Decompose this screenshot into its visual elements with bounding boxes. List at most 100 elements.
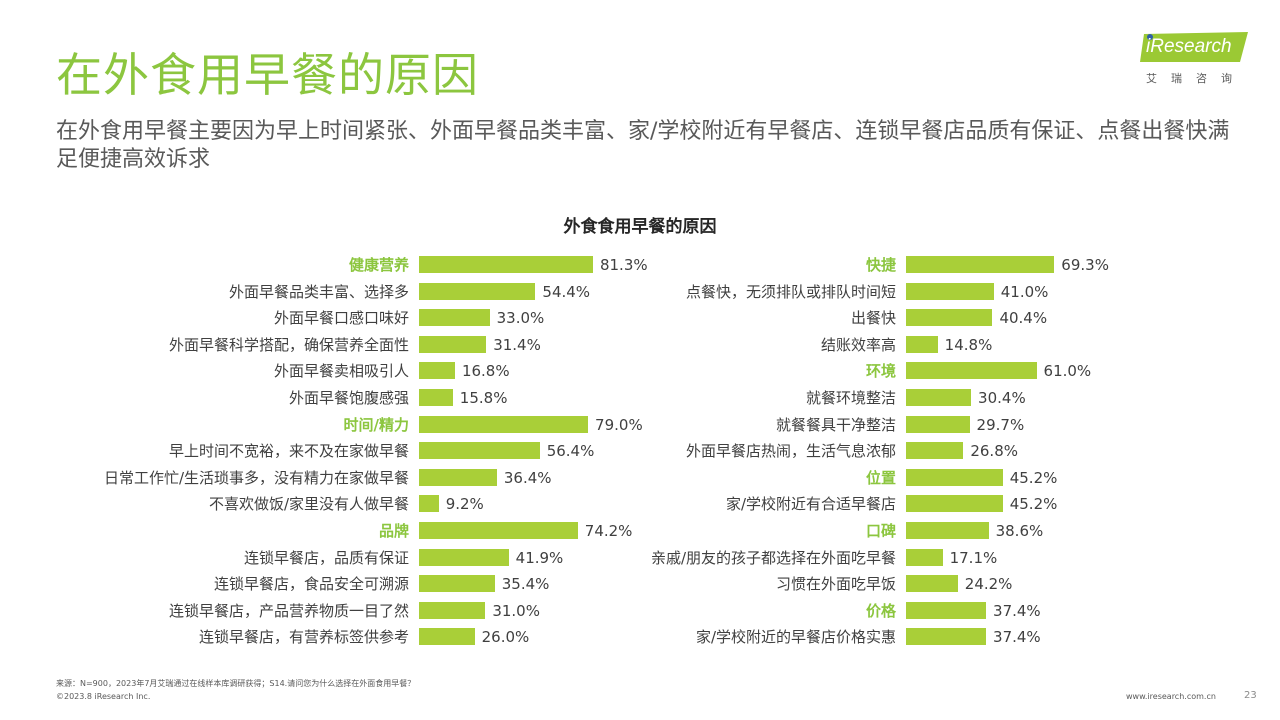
data-label: 9.2% [445, 495, 484, 514]
data-label: 36.4% [503, 468, 552, 487]
bar-label: 亲戚/朋友的孩子都选择在外面吃早餐 [650, 548, 896, 567]
chart-row: 健康营养 81.3% [0, 252, 648, 278]
bar-label: 外面早餐口感口味好 [273, 309, 409, 328]
bar [419, 628, 475, 646]
page-title: 在外食用早餐的原因 [56, 48, 479, 102]
bar [906, 389, 972, 406]
chart-row: 价格 37.4% [640, 598, 1280, 624]
chart-title: 外食食用早餐的原因 [563, 217, 717, 237]
bar [906, 415, 970, 433]
bar [906, 495, 1003, 513]
data-label: 37.4% [993, 628, 1041, 647]
bar-label: 家/学校附近有合适早餐店 [725, 495, 896, 514]
bar [419, 575, 495, 593]
copyright: ©2023.8 iResearch Inc. [56, 692, 151, 701]
chart-row: 外面早餐饱腹感强 15.8% [0, 385, 640, 411]
logo-badge [1140, 32, 1248, 62]
chart-row: 连锁早餐店，产品营养物质一目了然 31.0% [0, 598, 640, 624]
data-label: 45.2% [1009, 495, 1058, 514]
category-label: 健康营养 [348, 256, 409, 274]
bar [906, 601, 987, 619]
bar-label: 早上时间不宽裕，来不及在家做早餐 [168, 442, 409, 461]
chart-row: 早上时间不宽裕，来不及在家做早餐 56.4% [0, 438, 640, 464]
chart-row: 时间/精力 79.0% [0, 412, 643, 438]
chart-row: 习惯在外面吃早饭 24.2% [640, 571, 1280, 597]
chart-row: 外面早餐卖相吸引人 16.8% [0, 358, 640, 384]
chart-row: 口碑 38.6% [640, 518, 1280, 544]
bar-label: 外面早餐饱腹感强 [288, 389, 409, 407]
bar-label: 外面早餐科学搭配，确保营养全面性 [168, 335, 409, 354]
category-label: 价格 [865, 601, 896, 620]
data-label: 26.0% [481, 628, 530, 647]
data-label: 16.8% [461, 362, 510, 381]
bar-label: 连锁早餐店，品质有保证 [243, 548, 409, 567]
data-label: 41.9% [515, 548, 564, 567]
bar-label: 不喜欢做饭/家里没有人做早餐 [208, 495, 409, 514]
category-label: 快捷 [865, 256, 896, 274]
category-label: 品牌 [378, 522, 409, 540]
bar [419, 495, 439, 513]
bar [906, 362, 1037, 380]
chart-row: 不喜欢做饭/家里没有人做早餐 9.2% [0, 491, 640, 517]
page-number: 23 [1244, 690, 1257, 701]
chart-row: 点餐快，无须排队或排队时间短 41.0% [640, 279, 1280, 305]
bar-label: 连锁早餐店，产品营养物质一目了然 [168, 601, 409, 620]
chart-row: 结账效率高 14.8% [640, 332, 1280, 358]
bar [906, 309, 993, 327]
bar [906, 468, 1003, 486]
bar-label: 出餐快 [850, 309, 896, 328]
bar-label: 点餐快，无须排队或排队时间短 [685, 282, 896, 301]
data-label: 33.0% [496, 309, 545, 328]
chart-row: 外面早餐品类丰富、选择多 54.4% [0, 279, 640, 305]
category-label: 时间/精力 [343, 415, 409, 434]
data-label: 35.4% [501, 575, 550, 594]
data-label: 41.0% [1000, 282, 1049, 301]
data-label: 24.2% [964, 575, 1013, 594]
chart-row: 连锁早餐店，食品安全可溯源 35.4% [0, 571, 640, 597]
chart-row: 环境 61.0% [640, 358, 1280, 384]
bar [419, 548, 509, 566]
iresearch-logo: iResearch 艾瑞咨询 [1140, 32, 1252, 88]
bar [906, 522, 989, 539]
data-label: 29.7% [976, 415, 1025, 434]
chart-row: 外面早餐店热闹，生活气息浓郁 26.8% [640, 438, 1280, 464]
chart-row: 外面早餐口感口味好 33.0% [0, 305, 640, 331]
chart-row: 连锁早餐店，有营养标签供参考 26.0% [0, 624, 640, 650]
bar [419, 256, 593, 273]
data-label: 31.0% [492, 601, 540, 620]
bar [906, 548, 943, 566]
bar-label: 外面早餐卖相吸引人 [273, 362, 409, 381]
data-label: 26.8% [970, 442, 1018, 461]
chart-row: 亲戚/朋友的孩子都选择在外面吃早餐 17.1% [640, 545, 1280, 571]
bar [419, 389, 453, 406]
chart-row: 品牌 74.2% [0, 518, 640, 544]
bar [419, 362, 455, 380]
category-label: 位置 [865, 468, 896, 487]
chart-row: 就餐餐具干净整洁 29.7% [640, 412, 1280, 438]
website-link[interactable]: www.iresearch.com.cn [1126, 692, 1216, 701]
bar [419, 601, 486, 619]
chart-row: 就餐环境整洁 30.4% [640, 385, 1280, 411]
bar [419, 282, 536, 300]
bar [906, 628, 987, 646]
data-label: 15.8% [459, 389, 508, 407]
data-label: 69.3% [1061, 256, 1109, 274]
data-label: 79.0% [595, 415, 643, 434]
bar [906, 335, 938, 353]
data-label: 37.4% [993, 601, 1041, 620]
bar-label: 家/学校附近的早餐店价格实惠 [695, 628, 896, 647]
bar [419, 442, 540, 460]
bar-label: 连锁早餐店，食品安全可溯源 [213, 575, 409, 594]
bar-label: 外面早餐品类丰富、选择多 [228, 282, 409, 301]
bar-label: 就餐餐具干净整洁 [775, 415, 896, 434]
bar-label: 日常工作忙/生活琐事多，没有精力在家做早餐 [103, 468, 409, 487]
page-subtitle: 在外食用早餐主要因为早上时间紧张、外面早餐品类丰富、家/学校附近有早餐店、连锁早… [56, 119, 1230, 172]
chart-row: 快捷 69.3% [640, 252, 1280, 278]
data-label: 14.8% [944, 335, 993, 354]
chart-row: 家/学校附近有合适早餐店 45.2% [640, 491, 1280, 517]
bar [906, 575, 958, 593]
data-label: 81.3% [599, 256, 648, 274]
chart-row: 出餐快 40.4% [640, 305, 1280, 331]
bar [419, 415, 589, 433]
data-label: 30.4% [978, 389, 1026, 407]
